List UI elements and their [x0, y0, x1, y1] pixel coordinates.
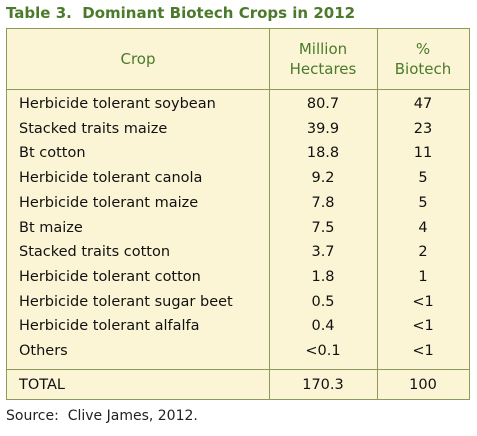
- table-cell: 2: [418, 244, 428, 261]
- total-cell: TOTAL: [19, 377, 65, 393]
- crop-name: Stacked traits cotton: [19, 244, 171, 261]
- header-divider: [7, 89, 469, 90]
- total-cell: 170.3: [302, 377, 344, 393]
- table-cell: <0.1: [305, 343, 341, 359]
- table-cell: <1: [412, 318, 434, 335]
- table: Crop Million Hectares % Biotech Herbicid…: [6, 28, 470, 400]
- table-cell: 7.5: [311, 219, 335, 236]
- crop-name: Herbicide tolerant cotton: [19, 268, 201, 285]
- table-cell: 1.8: [311, 268, 335, 285]
- table-cell: <1: [412, 343, 434, 359]
- crop-name: Stacked traits maize: [19, 120, 168, 137]
- table-cell: 4: [418, 219, 428, 236]
- source-note: Source: Clive James, 2012.: [6, 408, 198, 424]
- crop-name: Bt cotton: [19, 145, 86, 162]
- table-cell: 39.9: [306, 120, 340, 137]
- column-header: % Biotech: [394, 40, 452, 78]
- table-cell: 11: [413, 145, 433, 162]
- column-divider: [377, 29, 378, 399]
- table-cell: 18.8: [306, 145, 340, 162]
- column-divider: [269, 29, 270, 399]
- table-cell: 1: [418, 268, 428, 285]
- table-cell: 23: [413, 120, 433, 137]
- total-divider: [7, 369, 469, 370]
- table-cell: 47: [413, 96, 433, 112]
- total-cell: 100: [409, 377, 437, 393]
- table-cell: 7.8: [311, 194, 335, 211]
- crop-name: Herbicide tolerant soybean: [19, 96, 216, 112]
- crop-name: Herbicide tolerant canola: [19, 170, 203, 187]
- crop-name: Herbicide tolerant alfalfa: [19, 318, 200, 335]
- table-cell: 0.4: [311, 318, 335, 335]
- table-cell: <1: [412, 293, 434, 310]
- table-cell: 0.5: [311, 293, 335, 310]
- table-cell: 3.7: [311, 244, 335, 261]
- crop-name: Bt maize: [19, 219, 83, 236]
- crop-name: Others: [19, 343, 68, 359]
- crop-name: Herbicide tolerant maize: [19, 194, 199, 211]
- column-header: Million Hectares: [289, 40, 357, 78]
- crop-name: Herbicide tolerant sugar beet: [19, 293, 233, 310]
- table-cell: 80.7: [306, 96, 340, 112]
- table-cell: 5: [418, 170, 428, 187]
- table-cell: 9.2: [311, 170, 335, 187]
- column-header: Crop: [120, 50, 156, 68]
- table-cell: 5: [418, 194, 428, 211]
- table-title: Table 3. Dominant Biotech Crops in 2012: [6, 4, 356, 22]
